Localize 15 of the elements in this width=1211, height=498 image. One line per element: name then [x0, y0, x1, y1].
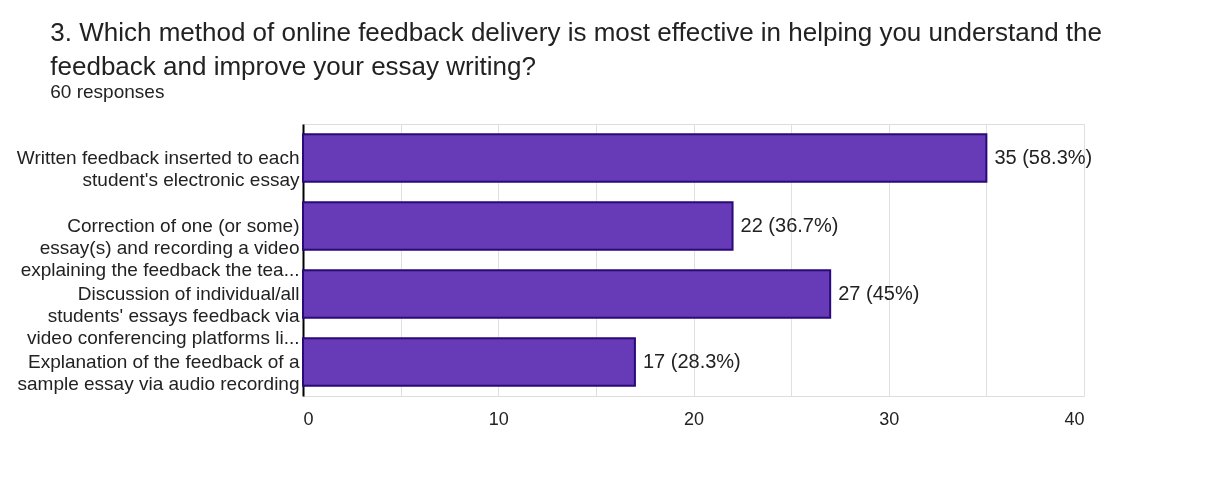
y-tick-label: Discussion of individual/all students' essays feedback via video conferencing platforms li...: [27, 283, 300, 348]
x-tick-label: 20: [683, 408, 705, 429]
data-label: 27 (45%): [838, 282, 920, 304]
chart-title: 3. Which method of online feedback delivery is most effective in helping you understand the feedback and improve your essay writing?: [50, 17, 1102, 81]
data-label: 35 (58.3%): [994, 146, 1093, 168]
y-tick-label: Correction of one (or some) essay(s) and recording a video explaining the feedback the tea...: [20, 215, 300, 280]
text: 60 responses: [50, 81, 165, 102]
x-tick-label: 0: [303, 408, 314, 429]
x-tick-label: 10: [488, 408, 509, 429]
x-tick-label: 30: [879, 408, 900, 429]
x-tick-label: 40: [1064, 408, 1085, 429]
data-label: 22 (36.7%): [740, 214, 839, 236]
y-tick-label: Written feedback inserted to each student's electronic essay: [16, 147, 300, 190]
y-tick-label: Explanation of the feedback of a sample essay via audio recording: [17, 351, 300, 394]
data-label: 17 (28.3%): [642, 350, 741, 372]
